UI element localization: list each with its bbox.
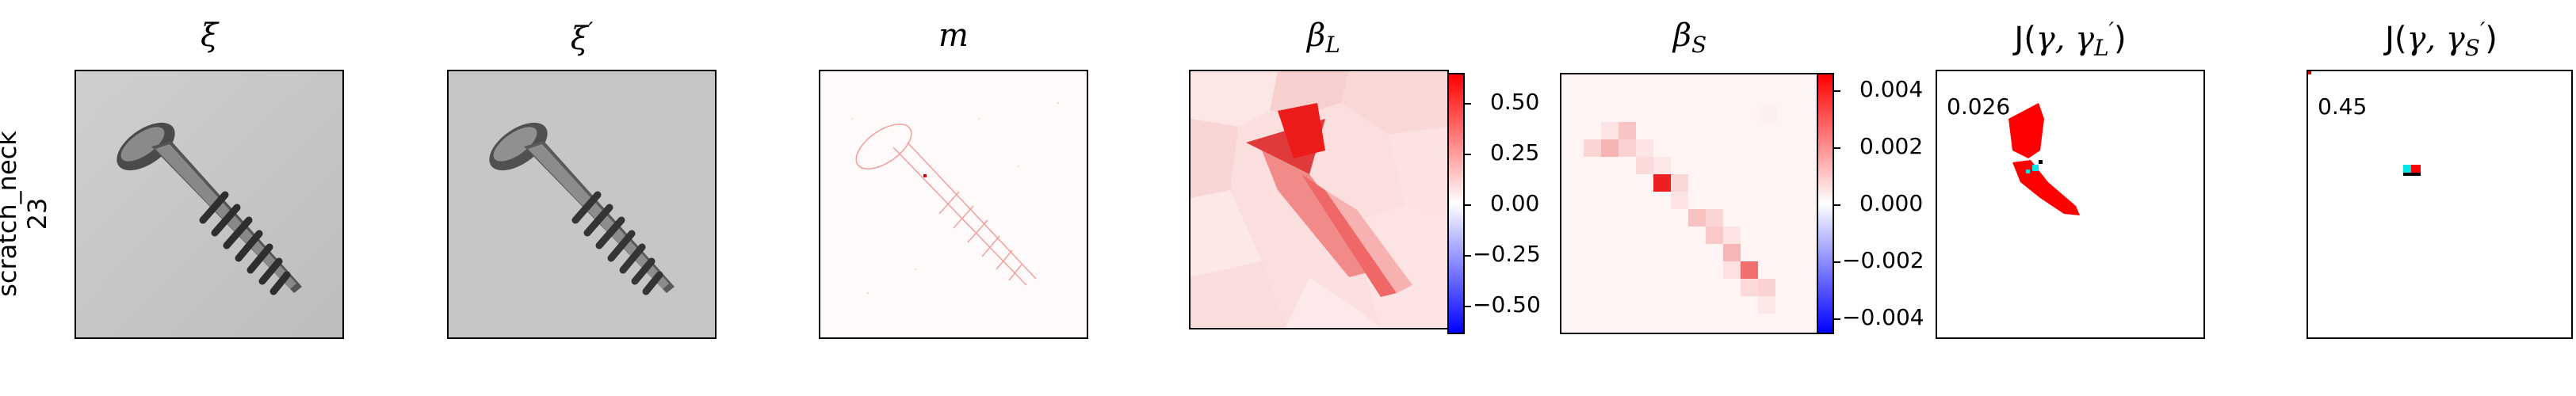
cbar-l-tick-5: −0.50 — [1473, 291, 1541, 318]
row-label-index: 23 — [22, 197, 52, 230]
title-m: m — [938, 17, 969, 54]
j-l-mask — [2008, 103, 2080, 215]
title-xi: ξ — [200, 17, 219, 54]
score-j-s: 0.45 — [2318, 93, 2368, 120]
cbar-l-tick-2: 0.25 — [1490, 139, 1540, 166]
cbar-l-tick-1: 0.50 — [1490, 89, 1540, 115]
cbar-s-tickmark-3 — [1834, 204, 1840, 206]
panel-xi-image — [75, 70, 344, 339]
difference-map — [820, 71, 1087, 337]
beta-l-heatmap — [1191, 71, 1447, 328]
cbar-s-tick-1: 0.004 — [1859, 76, 1924, 102]
row-label: scratch_neck 23 — [0, 119, 55, 309]
cbar-s-tickmark-2 — [1834, 147, 1840, 149]
cbar-l-tickmark-5 — [1465, 306, 1471, 307]
cbar-l-tick-4: −0.25 — [1473, 241, 1541, 267]
panel-xi-prime-image — [447, 70, 717, 339]
title-beta-s: βS — [1672, 17, 1707, 58]
cbar-s-tickmark-5 — [1834, 318, 1840, 320]
cbar-s-tick-4: −0.002 — [1842, 247, 1924, 273]
title-j-l: J(γ, γL′) — [2014, 17, 2127, 61]
cbar-l-tickmark-2 — [1465, 154, 1471, 155]
score-j-l: 0.026 — [1947, 93, 2011, 120]
panel-beta-l-superpixels — [1189, 70, 1449, 329]
cbar-l-tickmark-3 — [1465, 204, 1471, 206]
cbar-s-tickmark-4 — [1834, 261, 1840, 263]
cbar-l-tick-3: 0.00 — [1490, 190, 1540, 216]
title-j-s: J(γ, γS′) — [2385, 17, 2498, 61]
panel-m-difference — [819, 70, 1088, 339]
panel-beta-s-grid — [1560, 73, 1818, 334]
beta-s-heatmap — [1561, 74, 1817, 333]
j-s-mask — [2308, 71, 2421, 176]
cbar-s-tick-3: 0.000 — [1859, 190, 1924, 216]
screw-image — [76, 71, 342, 337]
cbar-l-tickmark-1 — [1465, 103, 1471, 105]
title-xi-prime: ξ′ — [570, 17, 594, 57]
panel-j-l-overlap: 0.026 — [1936, 70, 2205, 339]
colorbar-beta-l — [1447, 73, 1465, 334]
row-label-category: scratch_neck — [0, 131, 22, 297]
panel-j-s-overlap: 0.45 — [2307, 70, 2573, 339]
title-beta-l: βL — [1307, 17, 1340, 58]
cbar-s-tick-2: 0.002 — [1859, 133, 1924, 159]
screw-image-reconstructed — [449, 71, 715, 337]
cbar-s-tick-5: −0.004 — [1842, 304, 1924, 330]
colorbar-beta-s — [1817, 73, 1834, 334]
cbar-l-tickmark-4 — [1465, 255, 1471, 257]
cbar-s-tickmark-1 — [1834, 90, 1840, 92]
